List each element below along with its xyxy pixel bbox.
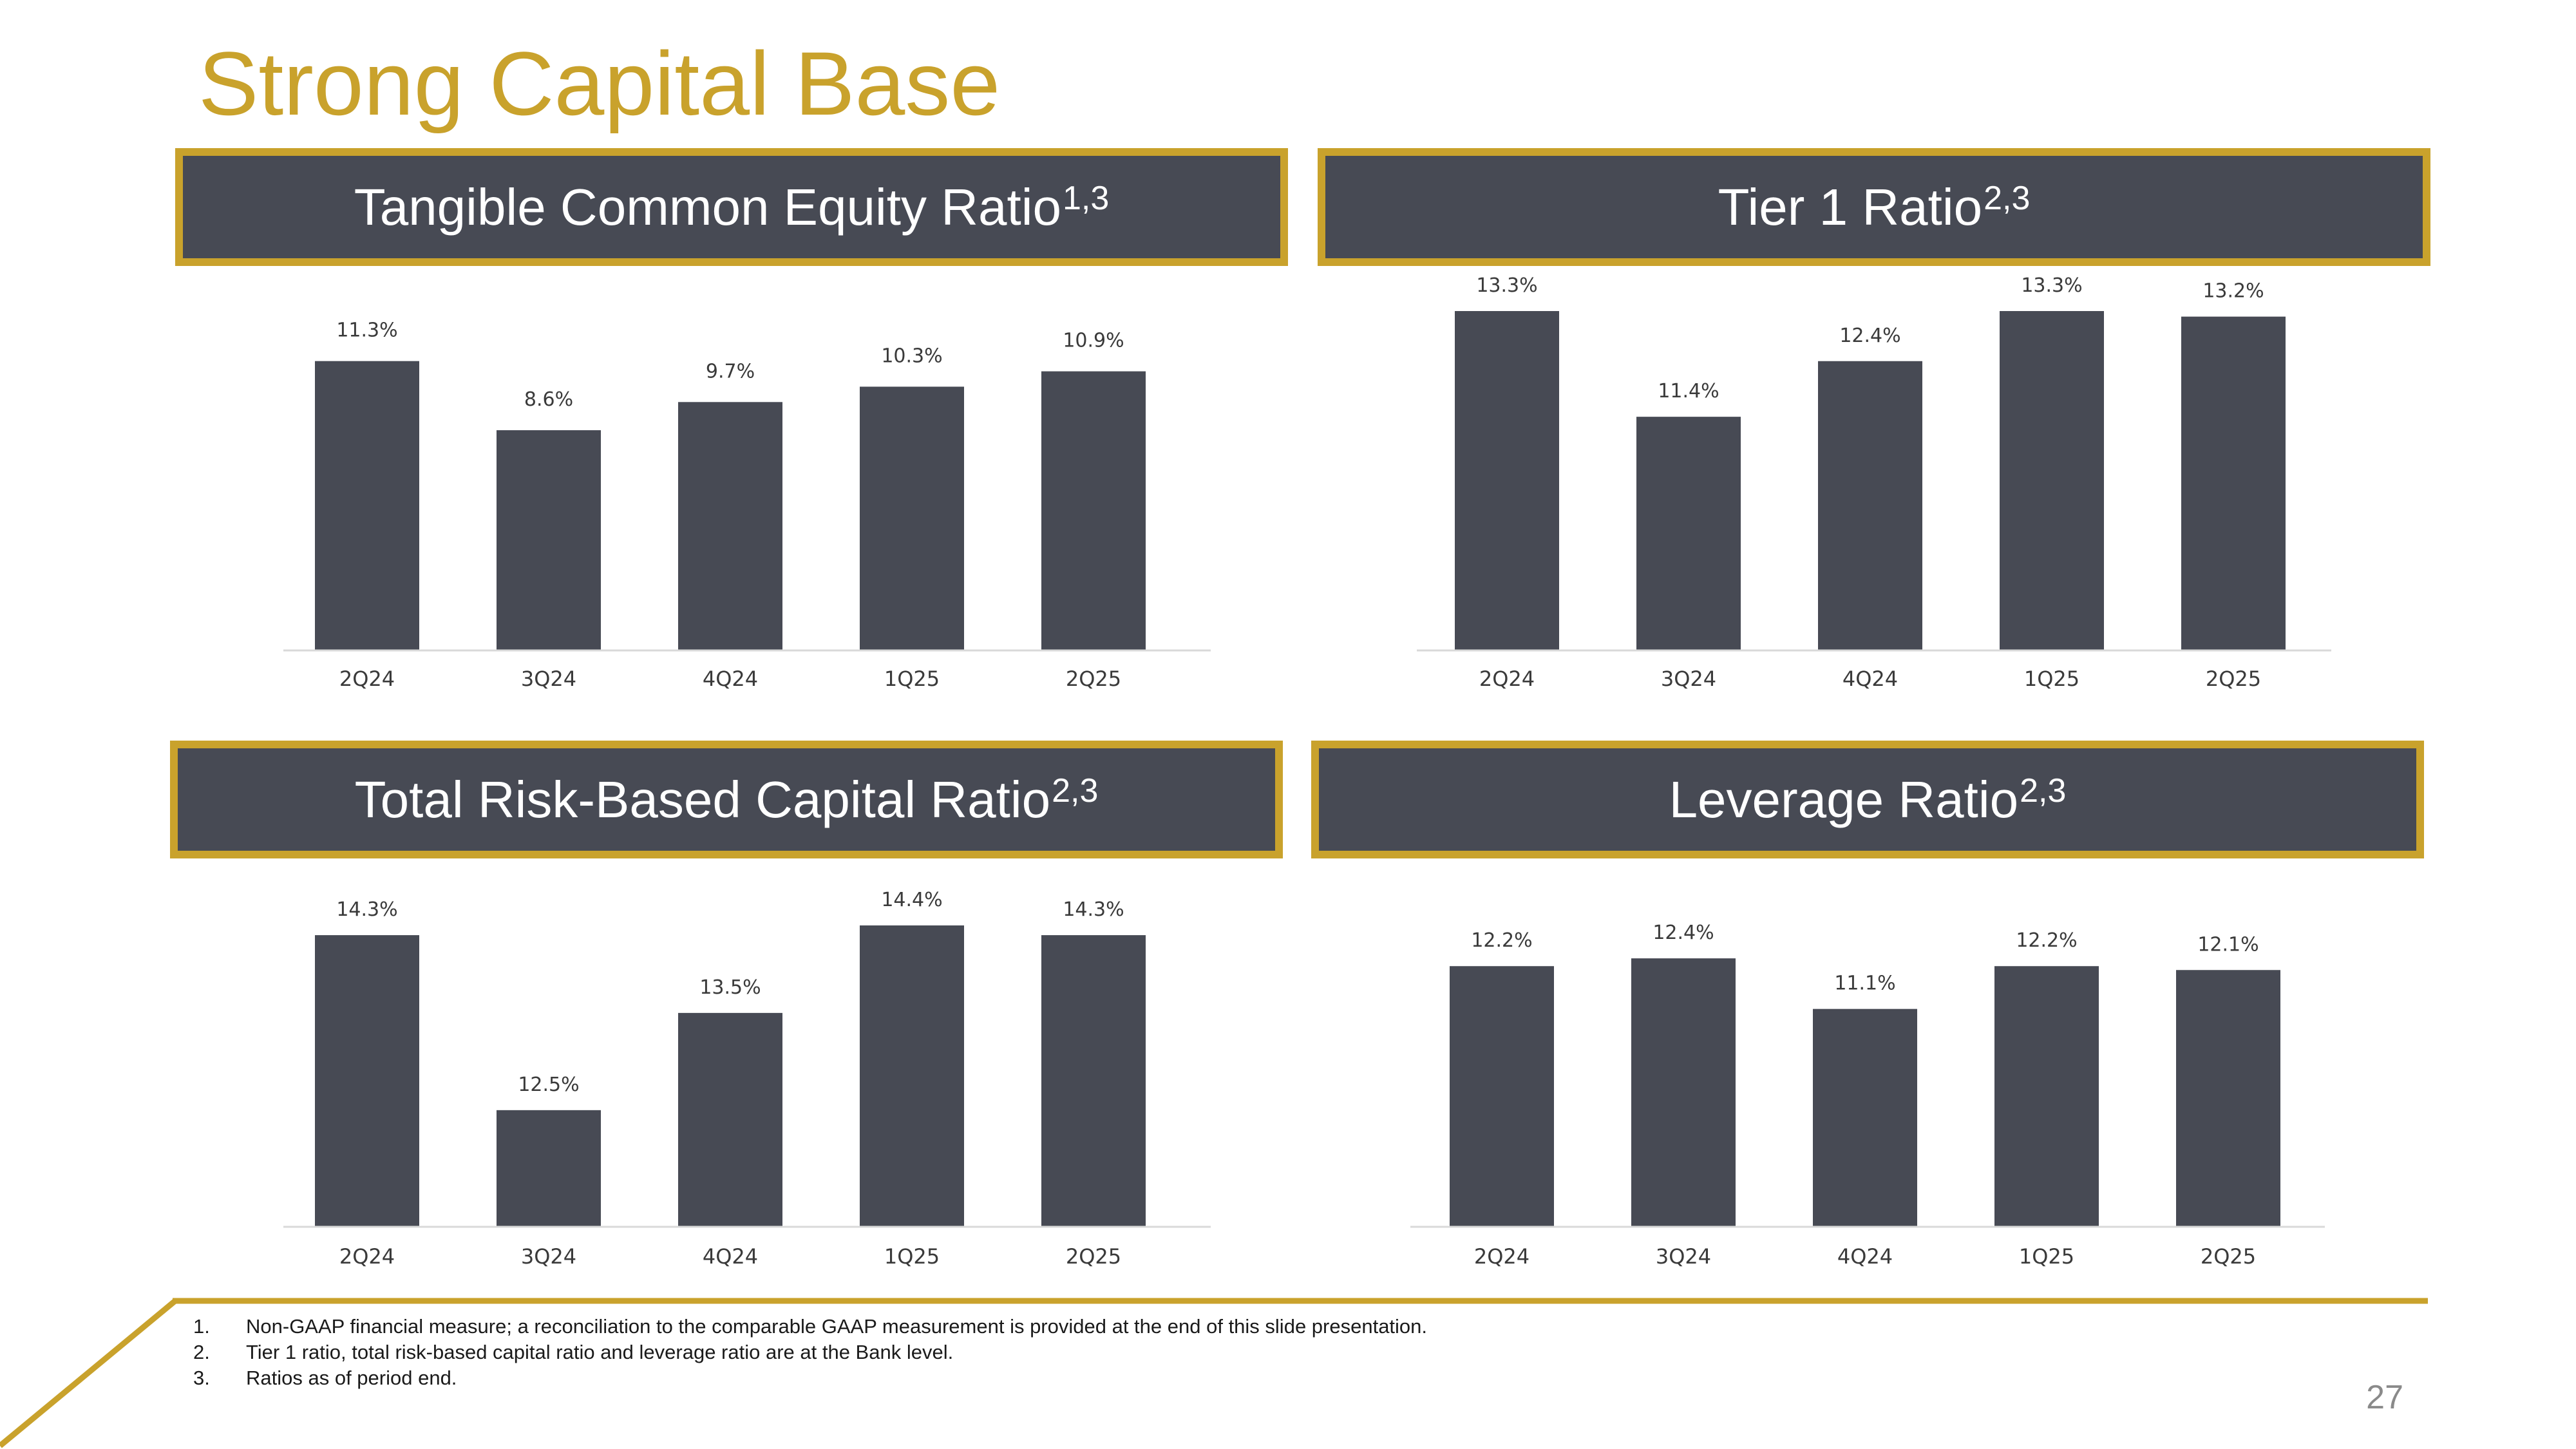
data-label: 8.6% [524,388,573,411]
bar-3Q24 [497,1110,601,1227]
bar-3Q24 [497,430,601,650]
bar-3Q24 [1636,417,1741,650]
chart-leverage: 12.2% 2Q24 12.4% 3Q24 11.1% 4Q24 12.2% 1Q25 12.1… [1410,889,2325,1289]
footnotes: 1. Non-GAAP financial measure; a reconci… [193,1314,1427,1391]
footnote-item: 3. Ratios as of period end. [193,1365,1427,1391]
panel-heading-superscript: 2,3 [1984,179,2031,217]
category-label: 2Q25 [2201,1244,2256,1269]
bar-1Q25 [2000,311,2104,650]
category-label: 2Q24 [339,667,395,691]
bar-2Q25 [2176,970,2280,1227]
footnote-text: Non-GAAP financial measure; a reconcilia… [246,1315,1428,1338]
bar-1Q25 [860,925,964,1227]
data-label: 9.7% [706,360,755,383]
panel-header-tier1: Tier 1 Ratio 2,3 [1318,148,2430,266]
data-label: 11.1% [1834,972,1895,995]
data-label: 12.5% [518,1074,579,1096]
data-label: 11.4% [1658,380,1719,402]
data-label: 10.9% [1063,330,1124,352]
data-label: 14.3% [1063,898,1124,921]
chart-total-risk: 14.3% 2Q24 12.5% 3Q24 13.5% 4Q24 14.4% 1Q25 14.3… [283,889,1211,1289]
category-label: 3Q24 [521,1244,576,1269]
page-number: 27 [2366,1379,2403,1416]
category-label: 3Q24 [1656,1244,1711,1269]
bar-1Q25 [860,386,964,650]
data-label: 10.3% [881,345,942,367]
panel-heading-text: Leverage Ratio [1669,770,2019,828]
category-label: 4Q24 [703,1244,758,1269]
panel-header-tce: Tangible Common Equity Ratio 1,3 [175,148,1288,266]
data-label: 12.2% [2016,929,2077,952]
data-label: 12.1% [2197,933,2259,956]
category-label: 1Q25 [884,667,940,691]
footnote-number: 3. [193,1367,210,1389]
panel-heading-text: Tangible Common Equity Ratio [354,178,1062,236]
data-label: 11.3% [336,319,397,342]
footnote-number: 2. [193,1341,210,1363]
category-label: 3Q24 [521,667,576,691]
panel-header-total-risk: Total Risk-Based Capital Ratio 2,3 [170,741,1283,858]
footnote-text: Tier 1 ratio, total risk-based capital r… [246,1341,954,1363]
category-label: 4Q24 [703,667,758,691]
bar-4Q24 [678,1012,782,1227]
footnote-item: 2. Tier 1 ratio, total risk-based capita… [193,1340,1427,1365]
data-label: 14.3% [336,898,397,921]
panel-heading-superscript: 1,3 [1063,179,1110,217]
data-label: 12.2% [1471,929,1532,952]
bar-2Q25 [1041,935,1146,1227]
data-label: 13.3% [1476,274,1537,297]
bar-2Q24 [315,361,419,650]
chart-svg: 11.3% 2Q24 8.6% 3Q24 9.7% 4Q24 10.3% 1Q25 10.9% 2… [283,319,1211,691]
chart-tce: 11.3% 2Q24 8.6% 3Q24 9.7% 4Q24 10.3% 1Q25 10.9% 2… [283,270,1211,712]
bar-2Q24 [1455,311,1559,650]
data-label: 12.4% [1653,922,1714,944]
panel-heading-superscript: 2,3 [1052,772,1099,810]
panel-heading-superscript: 2,3 [2020,772,2067,810]
chart-tier1: 13.3% 2Q24 11.4% 3Q24 12.4% 4Q24 13.3% 1Q25 13.2… [1417,270,2331,712]
footnote-item: 1. Non-GAAP financial measure; a reconci… [193,1314,1427,1340]
category-label: 2Q25 [1066,1244,1121,1269]
category-label: 1Q25 [2019,1244,2074,1269]
footer-divider [0,1298,2428,1448]
category-label: 3Q24 [1661,667,1716,691]
data-label: 13.3% [2021,274,2082,297]
bar-4Q24 [1813,1009,1917,1227]
bar-2Q25 [1041,371,1146,650]
category-label: 2Q25 [2206,667,2261,691]
panel-heading-text: Total Risk-Based Capital Ratio [354,770,1051,828]
chart-svg: 14.3% 2Q24 12.5% 3Q24 13.5% 4Q24 14.4% 1Q25 14.3… [283,889,1211,1269]
category-label: 4Q24 [1837,1244,1893,1269]
chart-svg: 12.2% 2Q24 12.4% 3Q24 11.1% 4Q24 12.2% 1Q25 12.1… [1410,922,2325,1269]
footnote-number: 1. [193,1315,210,1338]
bar-4Q24 [1818,361,1922,650]
bar-2Q24 [315,935,419,1227]
footnote-text: Ratios as of period end. [246,1367,457,1389]
category-label: 1Q25 [884,1244,940,1269]
chart-svg: 13.3% 2Q24 11.4% 3Q24 12.4% 4Q24 13.3% 1Q25 13.2… [1417,274,2331,691]
bar-2Q25 [2181,316,2286,650]
bar-2Q24 [1450,966,1554,1227]
category-label: 2Q24 [1474,1244,1530,1269]
category-label: 1Q25 [2024,667,2079,691]
panel-header-leverage: Leverage Ratio 2,3 [1311,741,2424,858]
page-title: Strong Capital Base [198,33,1001,134]
panel-heading-text: Tier 1 Ratio [1718,178,1983,236]
bar-4Q24 [678,402,782,650]
bar-3Q24 [1631,958,1736,1227]
category-label: 2Q24 [339,1244,395,1269]
data-label: 14.4% [881,889,942,911]
data-label: 12.4% [1839,325,1900,347]
data-label: 13.2% [2202,280,2264,303]
category-label: 4Q24 [1842,667,1898,691]
data-label: 13.5% [699,976,761,999]
bar-1Q25 [1994,966,2099,1227]
category-label: 2Q25 [1066,667,1121,691]
category-label: 2Q24 [1479,667,1535,691]
